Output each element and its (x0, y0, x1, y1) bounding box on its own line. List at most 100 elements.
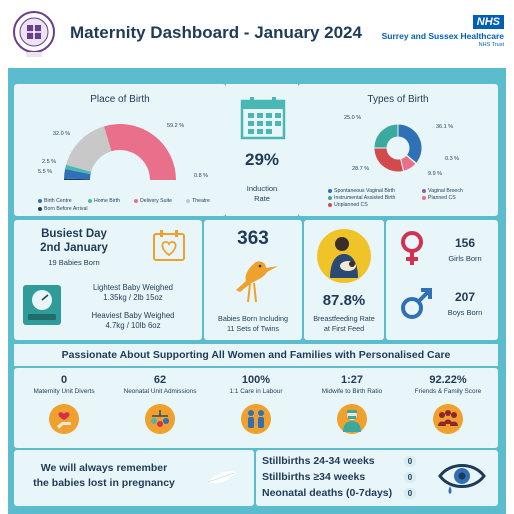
stork-icon (236, 261, 278, 303)
baby-scale-icon (23, 285, 61, 325)
induction-value: 29% (244, 150, 280, 169)
heaviest-baby-title: Heaviest Baby Weighed (91, 311, 175, 320)
gender-card: 156 Girls Born 207 Boys Born (386, 220, 498, 340)
kpi-label: Midwife to Birth Ratio (321, 388, 383, 395)
kpi-label: Friends & Family Score (414, 388, 482, 395)
pob-legend-theatre: Theatre (192, 198, 210, 204)
stillbirth-label: Neonatal deaths (0-7days) (262, 487, 393, 499)
kpi-label: Neonatal Unit Admissions (123, 388, 197, 395)
remembrance-line-1: We will always remember (40, 462, 168, 474)
pob-slice-theatre (66, 126, 112, 172)
girls-born-label: Girls Born (448, 254, 482, 263)
stillbirth-value: 0 (404, 488, 416, 499)
header: Maternity Dashboard - January 2024 NHS S… (0, 0, 514, 68)
babies-born-label-1: Babies Born Including (218, 314, 288, 323)
kpi-row: 0 Maternity Unit Diverts 62 Neonatal Uni… (14, 368, 498, 448)
banner: Passionate About Supporting All Women an… (14, 344, 498, 366)
pob-label-theatre: 32.0 % (53, 131, 71, 137)
family-group-icon (433, 404, 463, 434)
pob-label-bba: 0.8 % (194, 173, 209, 179)
kpi-maternity-diverts: 0 Maternity Unit Diverts (18, 368, 110, 448)
pob-slice-birth-centre (64, 168, 91, 180)
stillbirth-label: Stillbirths 24-34 weeks (262, 455, 375, 467)
pob-legend: Birth Centre Home Birth Delivery Suite T… (38, 198, 228, 216)
tob-slice-unplanned-cs (373, 147, 405, 173)
trust-name: Surrey and Sussex Healthcare (381, 31, 504, 41)
kpi-friends-family: 92.22% Friends & Family Score (402, 368, 494, 448)
pob-legend-home-birth: Home Birth (94, 198, 120, 204)
trust-subtitle: NHS Trust (478, 42, 504, 48)
midwife-icon (337, 404, 367, 434)
induction-label-2: Rate (254, 194, 270, 203)
tob-label-instrumental: 25.0 % (344, 115, 362, 121)
breastfeeding-card: 87.8% Breastfeeding Rate at First Feed (304, 220, 384, 340)
induction-card: 29% Induction Rate (226, 84, 298, 216)
kpi-midwife-ratio: 1:27 Midwife to Birth Ratio (306, 368, 398, 448)
pob-slice-delivery-suite (104, 124, 176, 180)
stillbirth-value: 0 (404, 456, 416, 467)
remembrance-line-2: the babies lost in pregnancy (33, 477, 175, 489)
breastfeeding-label-1: Breastfeeding Rate (313, 314, 375, 323)
white-feather-icon (207, 471, 236, 484)
stillbirth-label: Stillbirths ≥34 weeks (262, 471, 366, 483)
two-people-icon (241, 404, 271, 434)
tob-legend-svb: Spontaneous Vaginal Birth (334, 188, 396, 194)
pob-legend-delivery-suite: Delivery Suite (140, 198, 173, 204)
types-of-birth-title: Types of Birth (367, 94, 429, 105)
tob-label-breech: 0.3 % (445, 156, 460, 162)
heaviest-baby-value: 4.7kg / 10lb 6oz (105, 321, 161, 330)
place-of-birth-card: Place of Birth 32.0 % 59.2 % 2.5 % 5.5 %… (14, 84, 226, 216)
busiest-weights-card: Busiest Day 2nd January 19 Babies Born L… (14, 220, 202, 340)
tob-label-unplanned: 28.7 % (352, 166, 370, 172)
pob-legend-bba: Born Before Arrival (44, 206, 88, 212)
busiest-day-heading: Busiest Day (41, 228, 107, 240)
tob-legend-breech: Vaginal Breech (428, 188, 463, 194)
induction-label-1: Induction (246, 184, 278, 193)
pob-label-birth-centre: 5.5 % (38, 169, 53, 175)
calendar-heart-icon (153, 230, 185, 261)
types-of-birth-chart (373, 123, 423, 173)
baby-mobile-icon (145, 404, 175, 434)
kpi-value: 0 (60, 374, 68, 386)
tob-legend-planned: Planned CS (428, 195, 456, 201)
boys-born-label: Boys Born (447, 308, 483, 317)
pob-legend-birth-centre: Birth Centre (44, 198, 72, 204)
dashboard-board: Place of Birth 32.0 % 59.2 % 2.5 % 5.5 %… (8, 68, 506, 514)
lightest-baby-value: 1.35kg / 2lb 15oz (103, 293, 163, 302)
tob-slice-instrumental-assisted-birth (373, 123, 399, 149)
kpi-one-to-one-care: 100% 1:1 Care in Labour (210, 368, 302, 448)
place-of-birth-chart (64, 124, 176, 180)
tob-legend: Spontaneous Vaginal Birth Vaginal Breech… (328, 188, 498, 214)
lightest-baby-title: Lightest Baby Weighed (92, 283, 174, 292)
female-symbol-icon (401, 231, 423, 265)
kpi-label: Maternity Unit Diverts (33, 388, 95, 395)
types-of-birth-card: Types of Birth 25.0 % 36.1 % 0.3 % 28.7 … (298, 84, 498, 216)
remembrance-card: We will always remember the babies lost … (14, 450, 254, 506)
male-symbol-icon (401, 288, 432, 319)
boys-born-value: 207 (454, 290, 476, 304)
pob-label-delivery-suite: 59.2 % (167, 123, 185, 129)
page-title: Maternity Dashboard - January 2024 (70, 23, 362, 42)
eye-tear-icon (438, 464, 486, 494)
kpi-value: 1:27 (340, 374, 364, 386)
tob-legend-instrumental: Instrumental Assisted Birth (334, 195, 396, 201)
kpi-neonatal-admissions: 62 Neonatal Unit Admissions (114, 368, 206, 448)
kpi-value: 100% (241, 374, 271, 386)
breastfeeding-label-2: at First Feed (323, 324, 365, 333)
banner-text: Passionate About Supporting All Women an… (61, 349, 451, 361)
calendar-icon (240, 97, 286, 140)
hand-heart-icon (49, 404, 79, 434)
girls-born-value: 156 (454, 236, 476, 250)
busiest-day-births: 19 Babies Born (48, 258, 100, 267)
place-of-birth-title: Place of Birth (90, 94, 150, 105)
tob-label-svb: 36.1 % (436, 124, 454, 130)
stillbirths-card: Stillbirths 24-34 weeks 0 Stillbirths ≥3… (256, 450, 498, 506)
stillbirth-value: 0 (404, 472, 416, 483)
tob-legend-unplanned: Unplanned CS (334, 202, 368, 208)
nhs-logo: NHS (472, 15, 504, 29)
pob-slice-home-birth (65, 164, 92, 175)
babies-born-label-2: 11 Sets of Twins (226, 324, 280, 333)
kpi-value: 92.22% (429, 374, 467, 386)
pob-label-home-birth: 2.5 % (42, 159, 57, 165)
trust-crest-logo (13, 11, 55, 57)
